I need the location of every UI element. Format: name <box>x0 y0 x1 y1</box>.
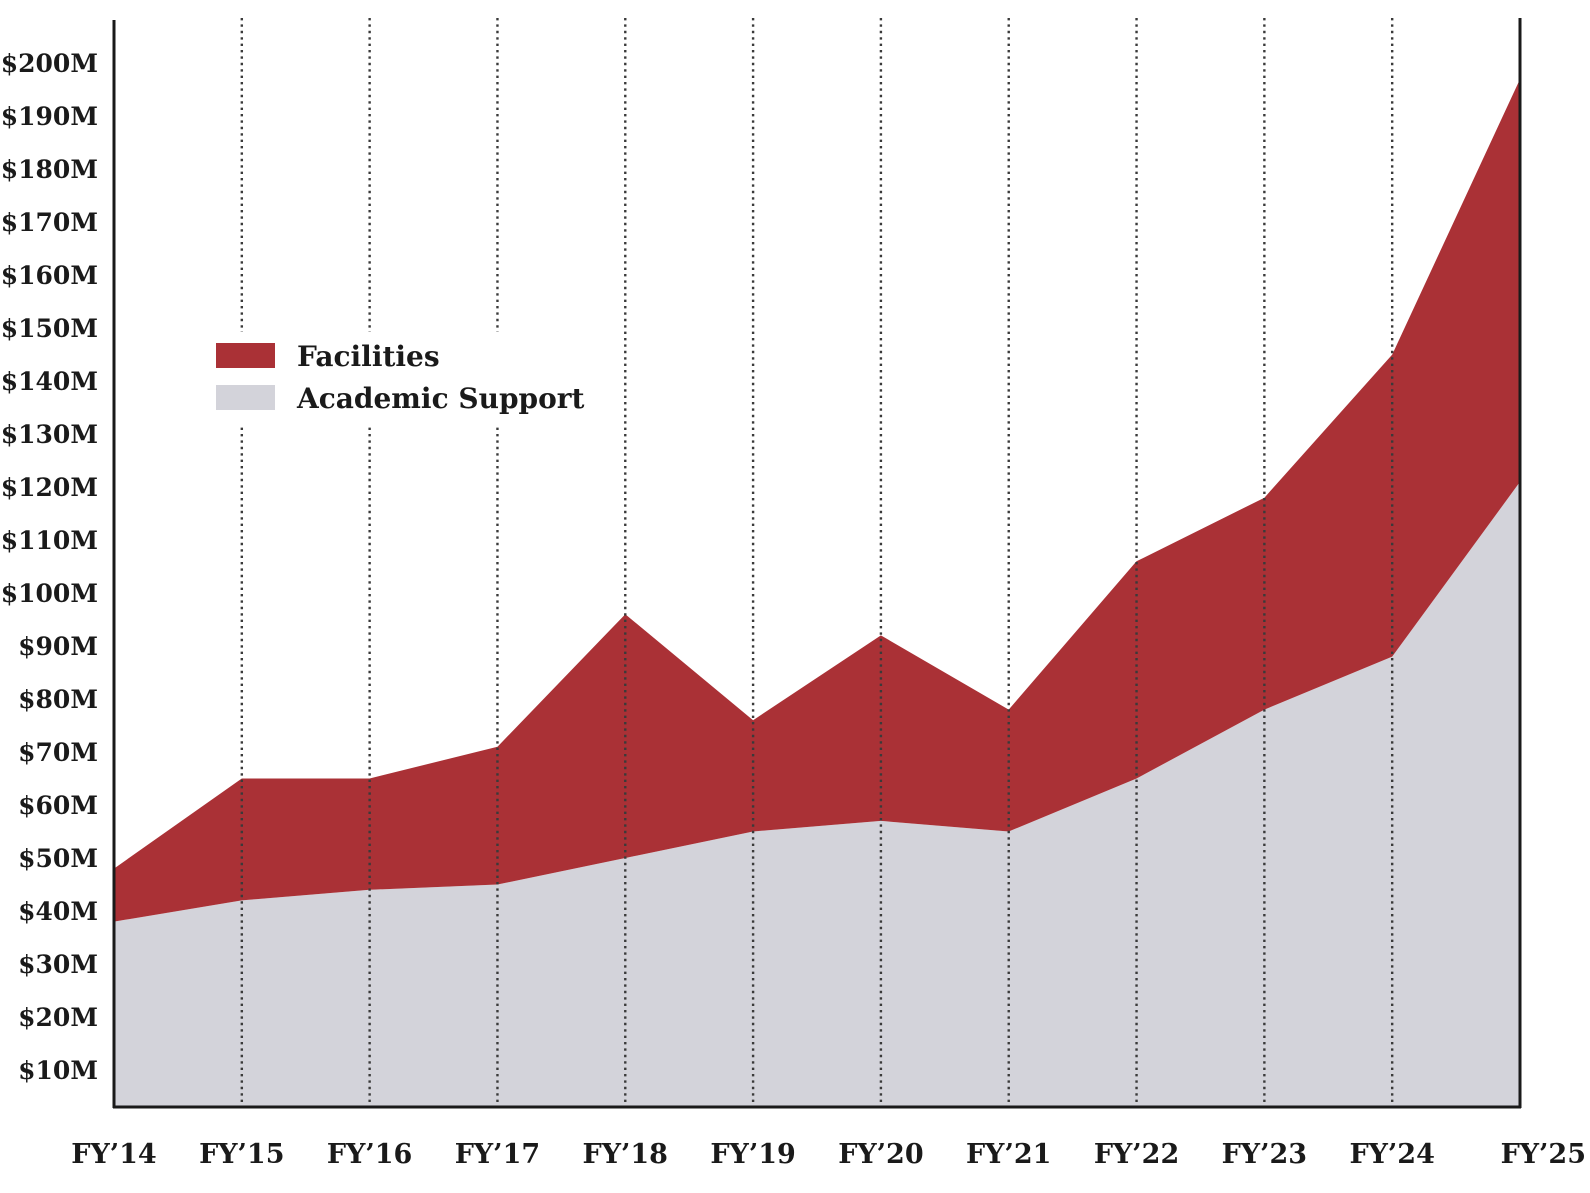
x-tick-label: FY’22 <box>1094 1139 1179 1170</box>
y-tick-label: $60M <box>18 791 98 820</box>
y-tick-label: $70M <box>18 738 98 767</box>
y-tick-label: $120M <box>1 473 98 502</box>
axes-layer <box>112 18 1522 1109</box>
y-tick-label: $190M <box>1 102 98 131</box>
y-tick-label: $170M <box>1 208 98 237</box>
x-tick-label: FY’20 <box>838 1139 923 1170</box>
x-tick-label: FY’14 <box>71 1139 156 1170</box>
y-tick-label: $130M <box>1 420 98 449</box>
x-tick-label: FY’15 <box>199 1139 284 1170</box>
x-tick-label: FY’18 <box>583 1139 668 1170</box>
y-tick-label: $30M <box>18 950 98 979</box>
y-tick-label: $50M <box>18 844 98 873</box>
areas-layer <box>114 79 1520 1107</box>
x-axis-ticks: FY’14 FY’15 FY’16 FY’17 FY’18 FY’19 FY’20 FY’21… <box>71 1139 1586 1170</box>
y-tick-label: $40M <box>18 897 98 926</box>
y-tick-label: $20M <box>18 1003 98 1032</box>
x-tick-label: FY’25 <box>1501 1139 1586 1170</box>
y-tick-label: $180M <box>1 155 98 184</box>
area-facilities <box>114 79 1520 922</box>
legend: Facilities Academic Support <box>170 332 585 424</box>
y-tick-label: $160M <box>1 261 98 290</box>
y-tick-label: $140M <box>1 367 98 396</box>
legend-swatch-facilities <box>216 343 275 368</box>
x-tick-label: FY’24 <box>1349 1139 1434 1170</box>
area-academic-support <box>114 481 1520 1107</box>
y-tick-label: $200M <box>1 49 98 78</box>
y-tick-label: $80M <box>18 685 98 714</box>
legend-label-academic-support: Academic Support <box>296 382 585 415</box>
y-tick-label: $100M <box>1 579 98 608</box>
y-tick-label: $150M <box>1 314 98 343</box>
x-tick-label: FY’23 <box>1222 1139 1307 1170</box>
y-tick-label: $10M <box>18 1056 98 1085</box>
y-axis-ticks: $10M $20M $30M $40M $50M $60M $70M $80M $90M $100… <box>1 49 98 1085</box>
y-tick-label: $110M <box>1 526 98 555</box>
x-tick-label: FY’19 <box>710 1139 795 1170</box>
x-tick-label: FY’17 <box>455 1139 540 1170</box>
grid-layer <box>240 18 1394 1107</box>
x-tick-label: FY’21 <box>966 1139 1051 1170</box>
x-tick-label: FY’16 <box>327 1139 412 1170</box>
legend-label-facilities: Facilities <box>297 340 440 373</box>
legend-swatch-academic-support <box>216 385 275 410</box>
y-tick-label: $90M <box>18 632 98 661</box>
